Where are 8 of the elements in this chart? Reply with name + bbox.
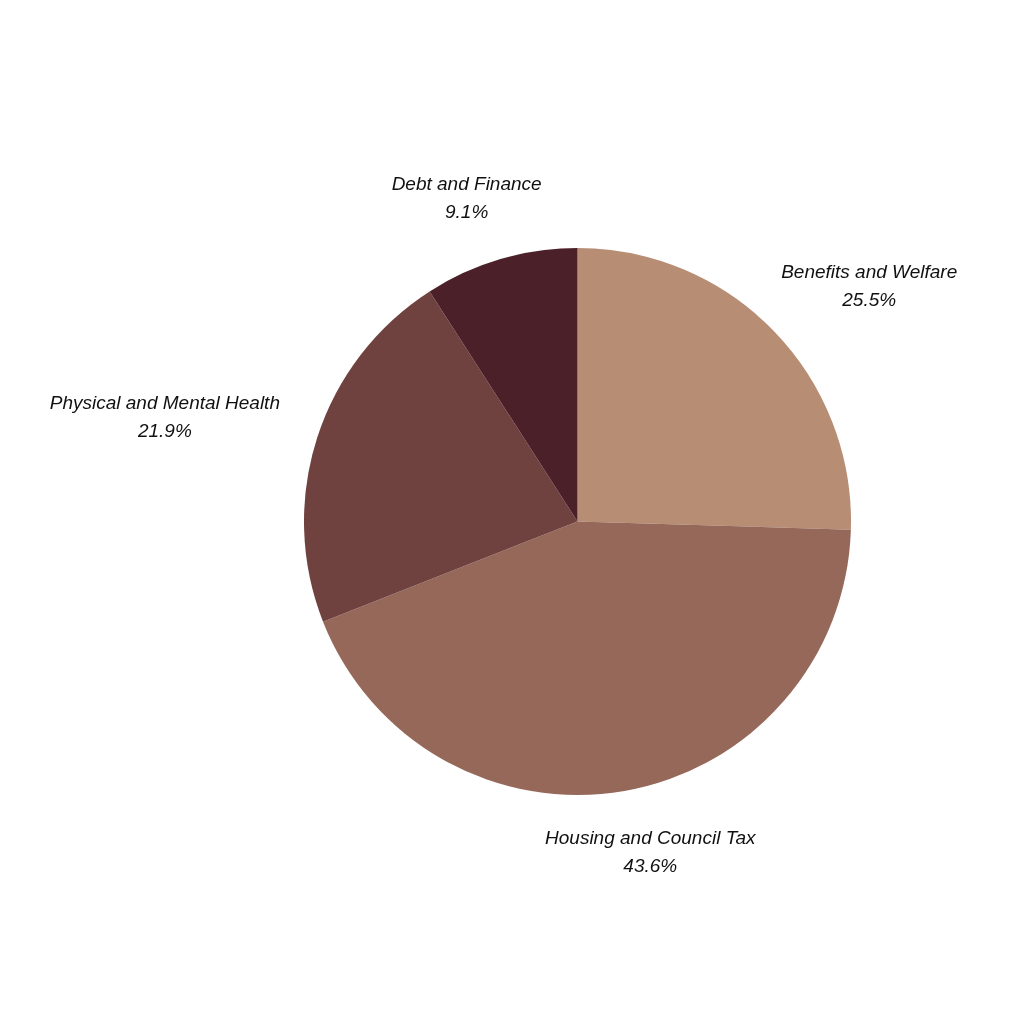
data-label: 9.1% bbox=[444, 200, 489, 222]
slice-label: Benefits and Welfare bbox=[781, 261, 958, 283]
data-label: 21.9% bbox=[136, 420, 192, 442]
slice-label: Housing and Council Tax bbox=[545, 827, 758, 849]
data-label: 25.5% bbox=[841, 289, 897, 311]
slice-label: Debt and Finance bbox=[391, 172, 542, 194]
slice-label: Physical and Mental Health bbox=[49, 392, 280, 414]
data-label: 43.6% bbox=[623, 855, 678, 877]
